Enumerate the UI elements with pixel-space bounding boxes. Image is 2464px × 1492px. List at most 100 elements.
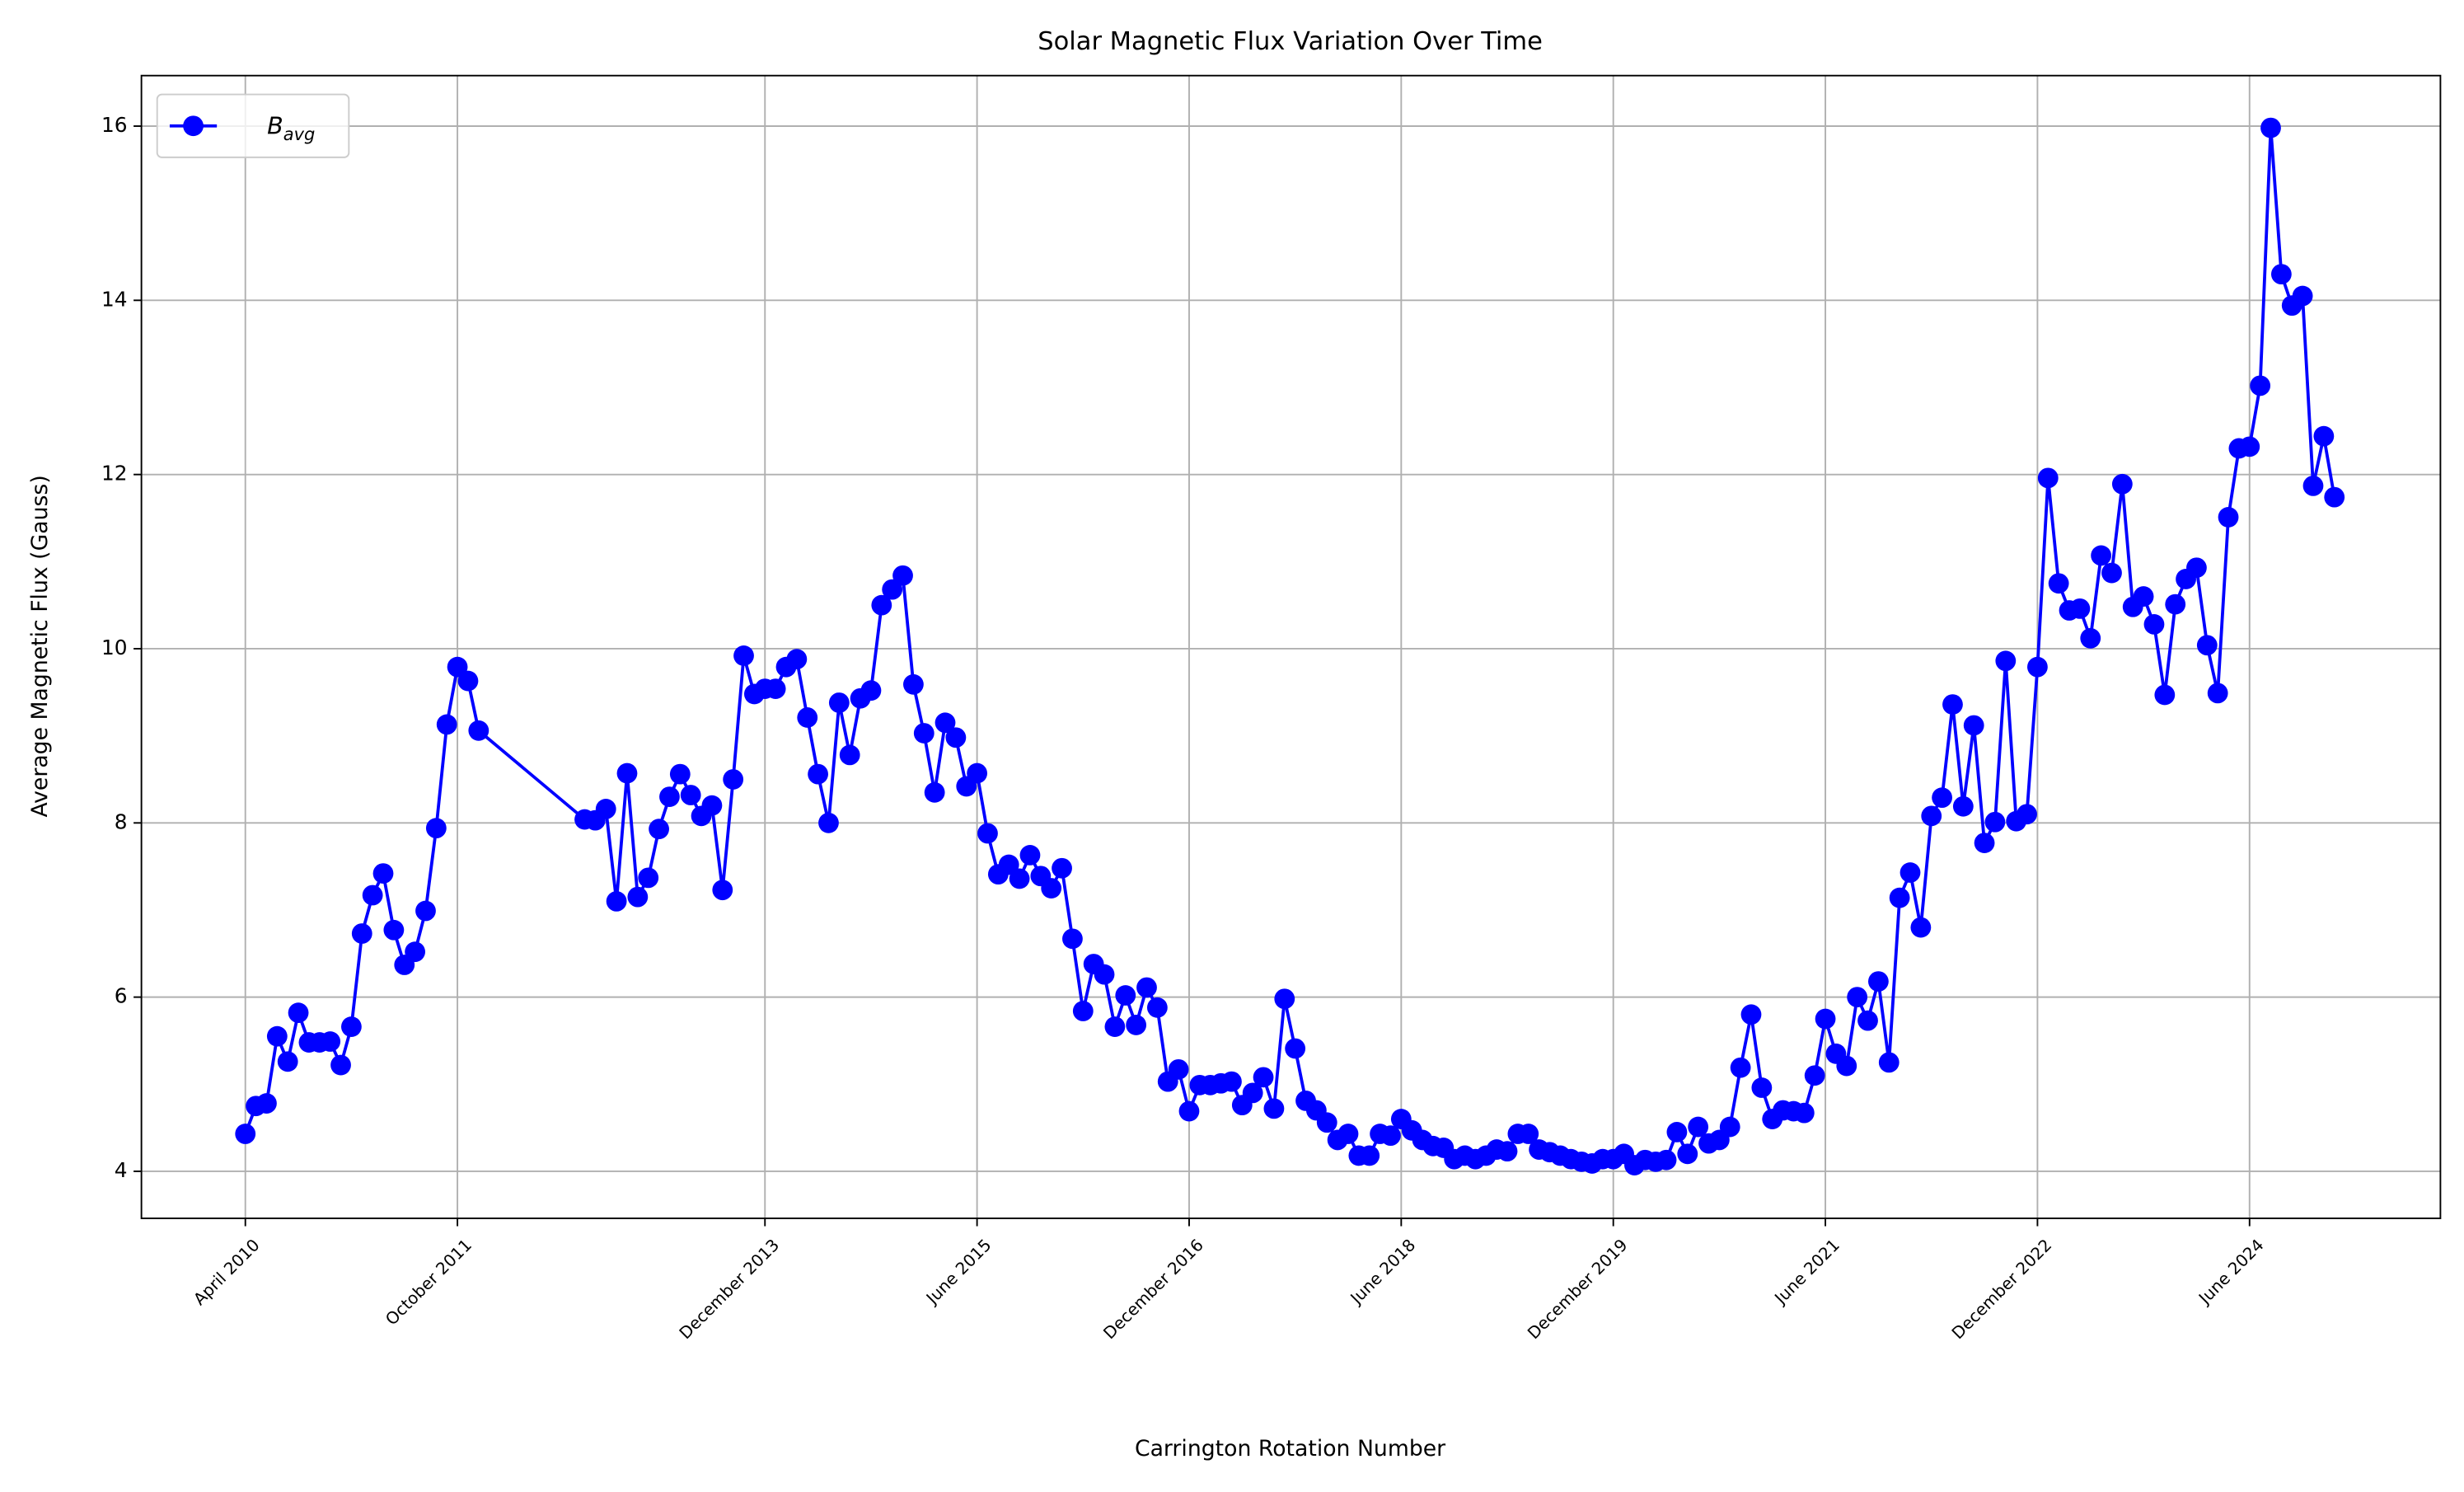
data-point — [1900, 862, 1921, 883]
data-point — [998, 854, 1019, 875]
data-point — [277, 1051, 298, 1072]
data-point — [723, 769, 744, 790]
x-tick-label: April 2010 — [190, 1235, 264, 1309]
data-point — [1878, 1052, 1900, 1073]
data-point — [1677, 1143, 1698, 1165]
legend-box — [156, 93, 350, 158]
data-point — [860, 680, 882, 701]
data-point — [765, 678, 786, 699]
y-tick-label: 4 — [115, 1158, 128, 1182]
data-point — [2302, 475, 2324, 496]
data-point — [1740, 1004, 1762, 1025]
series-line — [243, 126, 2336, 1167]
data-point — [882, 579, 903, 600]
data-point — [2154, 684, 2176, 706]
data-point — [797, 707, 818, 728]
data-point — [2037, 467, 2059, 489]
data-point — [2324, 486, 2345, 508]
data-point — [2143, 613, 2165, 635]
data-point — [733, 645, 754, 666]
data-point — [1168, 1058, 1189, 1080]
data-point — [2069, 598, 2091, 619]
data-point — [2260, 117, 2281, 138]
y-tick-label: 12 — [101, 462, 128, 486]
data-point — [1009, 868, 1030, 889]
data-point — [659, 786, 680, 808]
data-point — [2313, 425, 2335, 447]
data-point — [1052, 857, 1072, 879]
data-point — [1974, 833, 1995, 854]
data-point — [1942, 694, 1963, 715]
data-point — [2207, 683, 2228, 704]
x-axis-label: Carrington Rotation Number — [1135, 1436, 1445, 1462]
data-point — [1104, 1016, 1126, 1037]
chart-title: Solar Magnetic Flux Variation Over Time — [1038, 27, 1543, 56]
data-point — [2111, 473, 2133, 495]
data-point — [1497, 1141, 1518, 1162]
x-tick-label: December 2019 — [1524, 1235, 1632, 1343]
data-point — [627, 886, 649, 908]
x-tick-label: June 2021 — [1769, 1235, 1843, 1309]
data-point — [1656, 1149, 1677, 1171]
data-point — [351, 923, 372, 944]
data-point — [2218, 507, 2239, 528]
legend-label: Bavg — [267, 111, 315, 144]
data-point — [924, 781, 945, 803]
data-point — [1921, 805, 1942, 827]
data-point — [2292, 285, 2313, 307]
data-point — [2048, 573, 2069, 594]
data-point — [935, 712, 956, 734]
data-point — [892, 565, 913, 586]
data-point — [1847, 987, 1868, 1008]
data-point — [1359, 1145, 1380, 1166]
data-point — [1126, 1015, 1147, 1035]
data-point — [1984, 811, 2006, 833]
data-point — [415, 900, 436, 922]
data-point — [468, 720, 490, 741]
data-point — [288, 1002, 309, 1024]
data-point — [320, 1031, 341, 1052]
data-point — [595, 799, 616, 819]
data-point — [1793, 1102, 1815, 1124]
data-point — [808, 763, 828, 785]
data-point — [606, 891, 627, 912]
data-point — [967, 762, 988, 784]
y-tick-label: 14 — [101, 287, 128, 311]
data-point — [1952, 795, 1974, 817]
data-point — [2133, 586, 2154, 607]
data-point — [1285, 1038, 1306, 1059]
data-point — [1889, 887, 1910, 908]
data-point — [330, 1054, 351, 1076]
plot-frame — [140, 74, 2442, 1219]
data-point — [1380, 1125, 1401, 1147]
data-point — [341, 1016, 362, 1037]
x-tick-label: December 2022 — [1947, 1235, 2055, 1343]
data-point — [362, 884, 383, 906]
y-tick-label: 16 — [101, 113, 128, 137]
data-point — [977, 823, 998, 844]
data-point — [1751, 1077, 1773, 1098]
data-point — [2080, 627, 2101, 649]
data-point — [405, 941, 426, 963]
data-point — [680, 785, 701, 805]
data-point — [839, 744, 860, 766]
data-point — [1932, 787, 1952, 809]
data-point — [1804, 1065, 1825, 1086]
data-point — [447, 656, 468, 678]
data-point — [2091, 545, 2112, 566]
data-point — [1263, 1098, 1285, 1119]
data-point — [372, 863, 394, 884]
data-point — [2250, 375, 2271, 396]
data-point — [2239, 436, 2260, 457]
data-point — [871, 594, 892, 616]
data-point — [2017, 804, 2037, 825]
data-point — [1995, 650, 2017, 672]
data-point — [1019, 845, 1041, 866]
data-point — [2270, 264, 2292, 285]
data-point — [712, 880, 733, 901]
data-point — [436, 714, 457, 735]
x-tick-label: October 2011 — [382, 1235, 475, 1329]
data-point — [256, 1093, 277, 1114]
data-point — [2196, 635, 2218, 656]
